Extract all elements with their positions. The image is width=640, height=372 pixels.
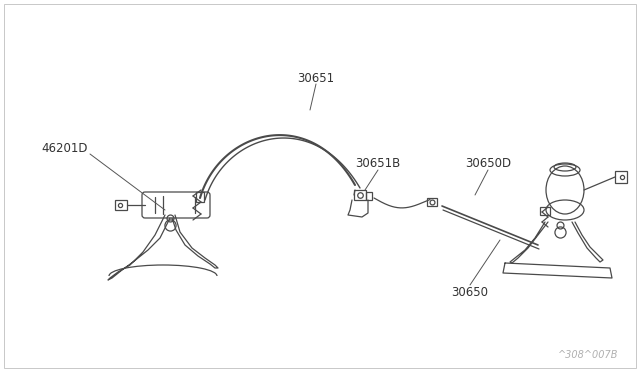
Bar xyxy=(615,171,627,183)
Bar xyxy=(366,192,372,200)
Text: 30650: 30650 xyxy=(451,285,488,298)
Bar xyxy=(196,192,204,202)
Text: ^308^007B: ^308^007B xyxy=(557,350,618,360)
Bar xyxy=(427,198,437,206)
Text: 46201D: 46201D xyxy=(42,141,88,154)
Text: 30651B: 30651B xyxy=(355,157,401,170)
Bar xyxy=(115,200,127,210)
Text: 30651: 30651 xyxy=(298,71,335,84)
Bar xyxy=(540,207,550,215)
Text: 30650D: 30650D xyxy=(465,157,511,170)
Bar xyxy=(354,190,366,200)
